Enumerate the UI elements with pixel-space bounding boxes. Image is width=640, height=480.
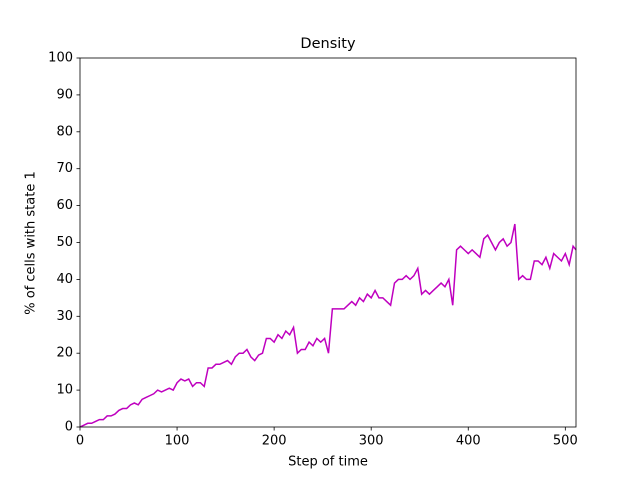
y-tick-label: 10 (56, 383, 73, 398)
axes-frame (79, 57, 577, 428)
y-tick-label: 90 (56, 87, 73, 102)
y-tick-label: 20 (56, 346, 73, 361)
y-tick-label: 100 (48, 51, 73, 66)
y-tick-label: 30 (56, 309, 73, 324)
y-tick-label: 0 (65, 420, 73, 435)
x-tick-label: 400 (456, 434, 481, 449)
x-tick-label: 0 (76, 434, 84, 449)
x-axis-label: Step of time (288, 455, 368, 470)
x-tick-label: 300 (359, 434, 384, 449)
x-tick-label: 100 (165, 434, 190, 449)
y-tick-label: 50 (56, 235, 73, 250)
y-tick-label: 80 (56, 124, 73, 139)
x-tick-label: 500 (553, 434, 578, 449)
y-tick-label: 70 (56, 161, 73, 176)
y-tick-label: 40 (56, 272, 73, 287)
y-tick-label: 60 (56, 198, 73, 213)
data-line (79, 223, 577, 428)
chart-title: Density (300, 36, 356, 52)
y-axis-label: % of cells with state 1 (24, 171, 39, 314)
x-tick-label: 200 (262, 434, 287, 449)
